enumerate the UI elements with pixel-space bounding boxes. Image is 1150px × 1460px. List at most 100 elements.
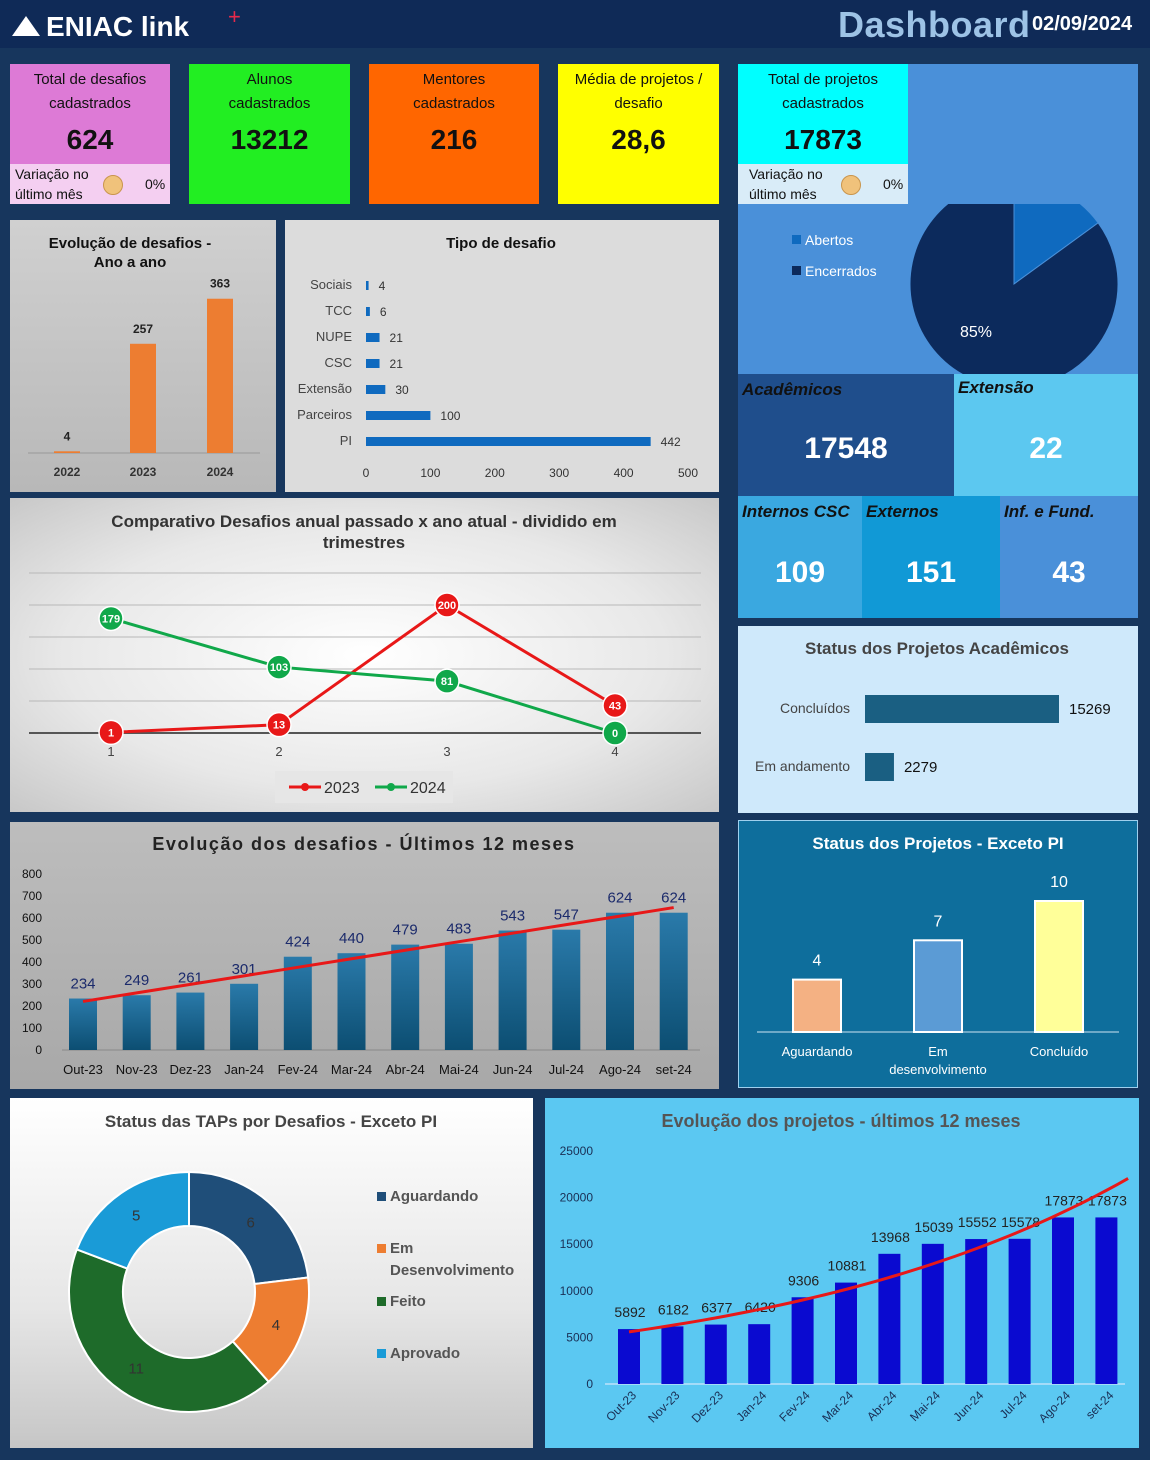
projetos-var-value: 0%: [883, 176, 904, 192]
bar: [659, 912, 688, 1050]
legend-label: Aprovado: [390, 1345, 460, 1362]
desafios-var-label-1: Variação no: [15, 166, 89, 182]
bar: [207, 298, 233, 453]
bar: [552, 929, 581, 1050]
tick-label: 4: [611, 744, 618, 759]
kpi-alunos-value: 13212: [230, 124, 309, 155]
tick-label: 15000: [560, 1237, 594, 1251]
dashboard-date: 02/09/2024: [1032, 13, 1133, 35]
kpi-desafios-label-2: cadastrados: [49, 95, 131, 112]
tick-label: Fev-24: [776, 1388, 813, 1425]
category-label: Concluídos: [780, 700, 850, 716]
data-label: 547: [554, 907, 579, 924]
pie-slice: [1013, 204, 1099, 285]
tick-label: 2: [275, 744, 282, 759]
legend-label: 2023: [324, 780, 360, 797]
data-label: 249: [124, 972, 149, 989]
tick-label: 700: [22, 889, 42, 903]
data-point: [434, 668, 460, 694]
bar: [366, 281, 369, 290]
box-extensao-label: Extensão: [958, 378, 1034, 397]
evolucao-12m-chart: Evolução dos desafios - Últimos 12 meses…: [22, 833, 700, 1077]
category-label: Sociais: [310, 277, 352, 292]
category-label: TCC: [325, 303, 352, 318]
bar: [1034, 900, 1084, 1033]
data-label: 1: [108, 727, 114, 739]
tick-label: Jul-24: [549, 1062, 584, 1077]
data-label: 17873: [1088, 1192, 1127, 1208]
bar: [54, 451, 80, 453]
kpi-projetos-label-1: Total de projetos: [767, 71, 879, 88]
data-label: 100: [440, 409, 460, 423]
neutral-indicator-icon: [103, 175, 123, 195]
tick-label: Jan-24: [224, 1062, 264, 1077]
bar: [69, 998, 97, 1050]
box-extensao-value: 22: [1029, 432, 1063, 465]
data-label: 234: [70, 976, 95, 993]
bar: [498, 930, 527, 1050]
data-label: 4: [379, 279, 386, 293]
chart-title: Tipo de desafio: [446, 235, 556, 252]
bar: [176, 992, 205, 1050]
tick-label: 800: [22, 867, 42, 881]
data-label: 15039: [914, 1219, 953, 1235]
category-label: PI: [340, 433, 352, 448]
tipo-desafio-chart: Tipo de desafio Sociais 4 TCC 6 NUPE 21 CSC 21 Ex…: [297, 235, 698, 480]
bar: [337, 953, 366, 1050]
tick-label: Out-23: [63, 1062, 103, 1077]
box-externos: Externos 151: [862, 496, 1000, 618]
data-label: 6182: [658, 1301, 689, 1317]
evolucao-anual-chart: Evolução de desafios - Ano a ano 4 2022 257 2…: [28, 235, 260, 479]
legend-swatch: [792, 235, 801, 244]
kpi-total-projetos: Total de projetos cadastrados 17873: [738, 64, 908, 164]
data-point: [266, 654, 292, 680]
tick-label: Out-23: [603, 1388, 639, 1424]
logo-plus: +: [228, 4, 241, 29]
data-label: 4: [272, 1317, 280, 1334]
tick-label: 100: [22, 1021, 42, 1035]
data-label: 363: [210, 277, 230, 291]
data-point: [434, 592, 460, 618]
logo-text: ENIAC link: [46, 11, 190, 42]
tick-label: Jul-24: [997, 1388, 1030, 1421]
evolucao-12m-panel: Evolução dos desafios - Últimos 12 meses…: [10, 822, 719, 1089]
data-label: 15269: [1069, 701, 1111, 718]
data-label: 483: [446, 921, 471, 938]
tick-label: Dez-23: [169, 1062, 211, 1077]
data-label: 424: [285, 934, 310, 951]
chart-title: Comparativo Desafios anual passado x ano…: [111, 512, 616, 531]
data-label: 15578: [1001, 1214, 1040, 1230]
data-label: 200: [438, 600, 456, 612]
tick-label: 20000: [560, 1191, 594, 1205]
tick-label: 500: [22, 933, 42, 947]
data-label: 6377: [701, 1300, 732, 1316]
data-label: 30: [395, 383, 409, 397]
kpi-media-value: 28,6: [611, 124, 666, 155]
data-label: 5892: [614, 1304, 645, 1320]
box-extensao: Extensão 22: [954, 374, 1138, 496]
bar: [366, 411, 431, 420]
tick-label: Jun-24: [493, 1062, 533, 1077]
taps-donut-chart: Status das TAPs por Desafios - Exceto PI…: [68, 1112, 514, 1413]
data-label: 13: [273, 720, 285, 732]
data-point: [98, 719, 124, 746]
data-label: 11: [128, 1361, 144, 1378]
box-inf-fund: Inf. e Fund. 43: [1000, 496, 1138, 618]
tick-label: Nov-23: [116, 1062, 158, 1077]
data-point: [602, 692, 628, 719]
legend-label: Aguardando: [390, 1188, 478, 1205]
tick-label: set-24: [1083, 1388, 1117, 1422]
data-label: 179: [102, 613, 120, 625]
tipo-desafio-panel: Tipo de desafio Sociais 4 TCC 6 NUPE 21 CSC 21 Ex…: [285, 220, 719, 492]
tick-label: Jun-24: [950, 1388, 986, 1424]
chart-title: Evolução de desafios -: [49, 235, 212, 252]
box-internos-csc: Internos CSC 109: [738, 496, 862, 618]
tick-label: 600: [22, 911, 42, 925]
bar: [661, 1326, 684, 1384]
tick-label: Mar-24: [819, 1388, 856, 1425]
tick-label: 25000: [560, 1144, 594, 1158]
eniac-logo: ENIAC link +: [12, 4, 241, 42]
bar: [283, 956, 312, 1050]
trendline: [628, 1177, 1129, 1334]
pie-label-encerrados: 85%: [960, 324, 992, 341]
